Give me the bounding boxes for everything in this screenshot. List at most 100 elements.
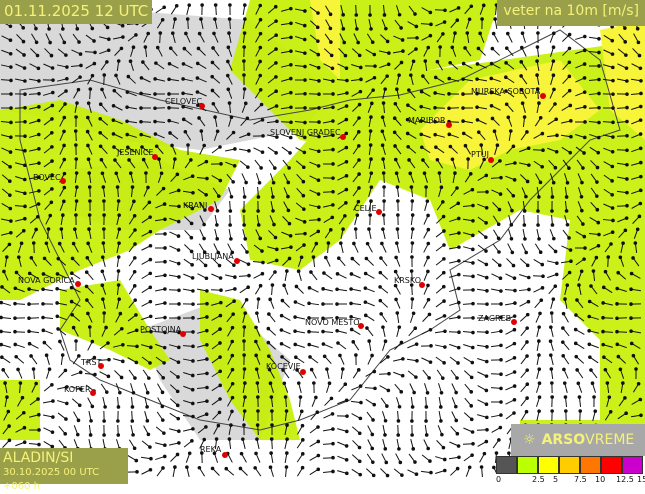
wind-arrow-head	[412, 448, 415, 451]
wind-arrow-head	[332, 106, 335, 109]
wind-arrow-head	[318, 93, 321, 96]
wind-arrow-head	[211, 61, 214, 64]
wind-arrow-head	[328, 382, 331, 385]
wind-arrow-head	[37, 203, 40, 206]
wind-arrow-head	[169, 132, 172, 135]
legend-swatch	[601, 456, 622, 474]
wind-arrow-head	[596, 181, 599, 184]
wind-arrow-head	[191, 264, 194, 267]
wind-arrow-head	[88, 186, 91, 189]
wind-arrow-head	[386, 75, 389, 78]
wind-arrow-head	[538, 238, 541, 241]
wind-arrow-head	[420, 90, 423, 93]
wind-arrow-head	[267, 327, 270, 330]
wind-arrow-head	[337, 342, 340, 345]
wind-arrow-head	[424, 60, 427, 63]
wind-arrow-head	[0, 343, 3, 346]
wind-arrow-head	[226, 74, 229, 77]
wind-arrow-head	[523, 116, 526, 119]
wind-arrow-head	[476, 106, 479, 109]
wind-arrow-head	[308, 302, 311, 305]
wind-arrow-head	[260, 167, 263, 170]
wind-arrow-head	[332, 148, 335, 151]
wind-arrow-head	[135, 459, 138, 462]
wind-arrow-head	[499, 160, 502, 163]
wind-arrow-head	[625, 412, 628, 415]
wind-arrow-head	[415, 343, 418, 346]
wind-arrow-head	[105, 391, 108, 394]
wind-arrow-head	[541, 287, 544, 290]
wind-arrow-head	[596, 166, 599, 169]
wind-arrow-head	[206, 302, 209, 305]
wind-arrow-head	[196, 77, 199, 80]
wind-arrow-head	[526, 397, 529, 400]
wind-arrow-head	[415, 48, 418, 51]
wind-arrow-head	[288, 257, 291, 260]
wind-arrow-head	[122, 36, 125, 39]
wind-arrow-head	[136, 345, 139, 348]
wind-arrow-head	[89, 434, 92, 437]
wind-arrow-head	[37, 398, 40, 401]
wind-arrow-head	[458, 456, 461, 459]
wind-arrow-head	[472, 302, 475, 305]
wind-arrow-head	[381, 144, 384, 147]
wind-arrow-head	[49, 41, 52, 44]
wind-arrow-head	[589, 356, 592, 359]
wind-arrow-head	[322, 288, 325, 291]
wind-arrow-head	[485, 375, 488, 378]
wind-arrow-head	[429, 11, 432, 14]
wind-arrow-head	[397, 214, 400, 217]
wind-arrow-head	[485, 250, 488, 253]
wind-arrow-head	[101, 88, 104, 91]
wind-arrow-head	[568, 237, 571, 240]
wind-arrow-head	[345, 445, 348, 448]
wind-arrow-head	[602, 286, 605, 289]
wind-arrow-head	[524, 238, 527, 241]
wind-arrow-head	[267, 341, 270, 344]
wind-arrow-head	[359, 473, 362, 476]
wind-arrow-head	[608, 396, 611, 399]
wind-arrow-head	[566, 223, 569, 226]
wind-arrow-head	[512, 145, 515, 148]
wind-arrow-head	[486, 191, 489, 194]
wind-arrow-head	[493, 466, 496, 469]
wind-arrow-head	[17, 368, 20, 371]
wind-arrow-head	[470, 5, 473, 8]
wind-arrow-head	[366, 242, 369, 245]
wind-arrow-head	[316, 26, 319, 29]
wind-arrow-head	[231, 410, 234, 413]
wind-arrow-head	[217, 195, 220, 198]
wind-arrow-head	[485, 174, 488, 177]
wind-arrow-head	[259, 32, 262, 35]
wind-arrow-head	[91, 74, 94, 77]
wind-arrow-head	[537, 210, 540, 213]
city-marker	[75, 281, 81, 287]
wind-arrow-head	[329, 229, 332, 232]
wind-arrow-head	[398, 405, 401, 408]
wind-arrow-head	[121, 24, 124, 27]
wind-arrow-head	[332, 93, 335, 96]
wind-arrow-head	[373, 76, 376, 79]
wind-arrow-head	[538, 410, 541, 413]
wind-arrow-head	[256, 438, 259, 441]
wind-arrow-head	[590, 285, 593, 288]
wind-arrow-head	[217, 424, 220, 427]
wind-arrow-head	[38, 162, 41, 165]
wind-map	[0, 0, 645, 484]
wind-arrow-head	[87, 144, 90, 147]
wind-arrow-head	[368, 228, 371, 231]
wind-arrow-head	[471, 188, 474, 191]
wind-arrow-head	[122, 360, 125, 363]
wind-arrow-head	[171, 144, 174, 147]
wind-arrow-head	[216, 238, 219, 241]
wind-arrow-head	[317, 454, 320, 457]
wind-arrow-head	[443, 21, 446, 24]
wind-arrow-head	[639, 105, 642, 108]
wind-arrow-head	[206, 177, 209, 180]
wind-arrow-head	[255, 354, 258, 357]
wind-arrow-head	[358, 187, 361, 190]
wind-arrow-head	[402, 50, 405, 53]
wind-arrow-head	[261, 250, 264, 253]
wind-arrow-head	[51, 188, 54, 191]
wind-arrow-head	[411, 434, 414, 437]
